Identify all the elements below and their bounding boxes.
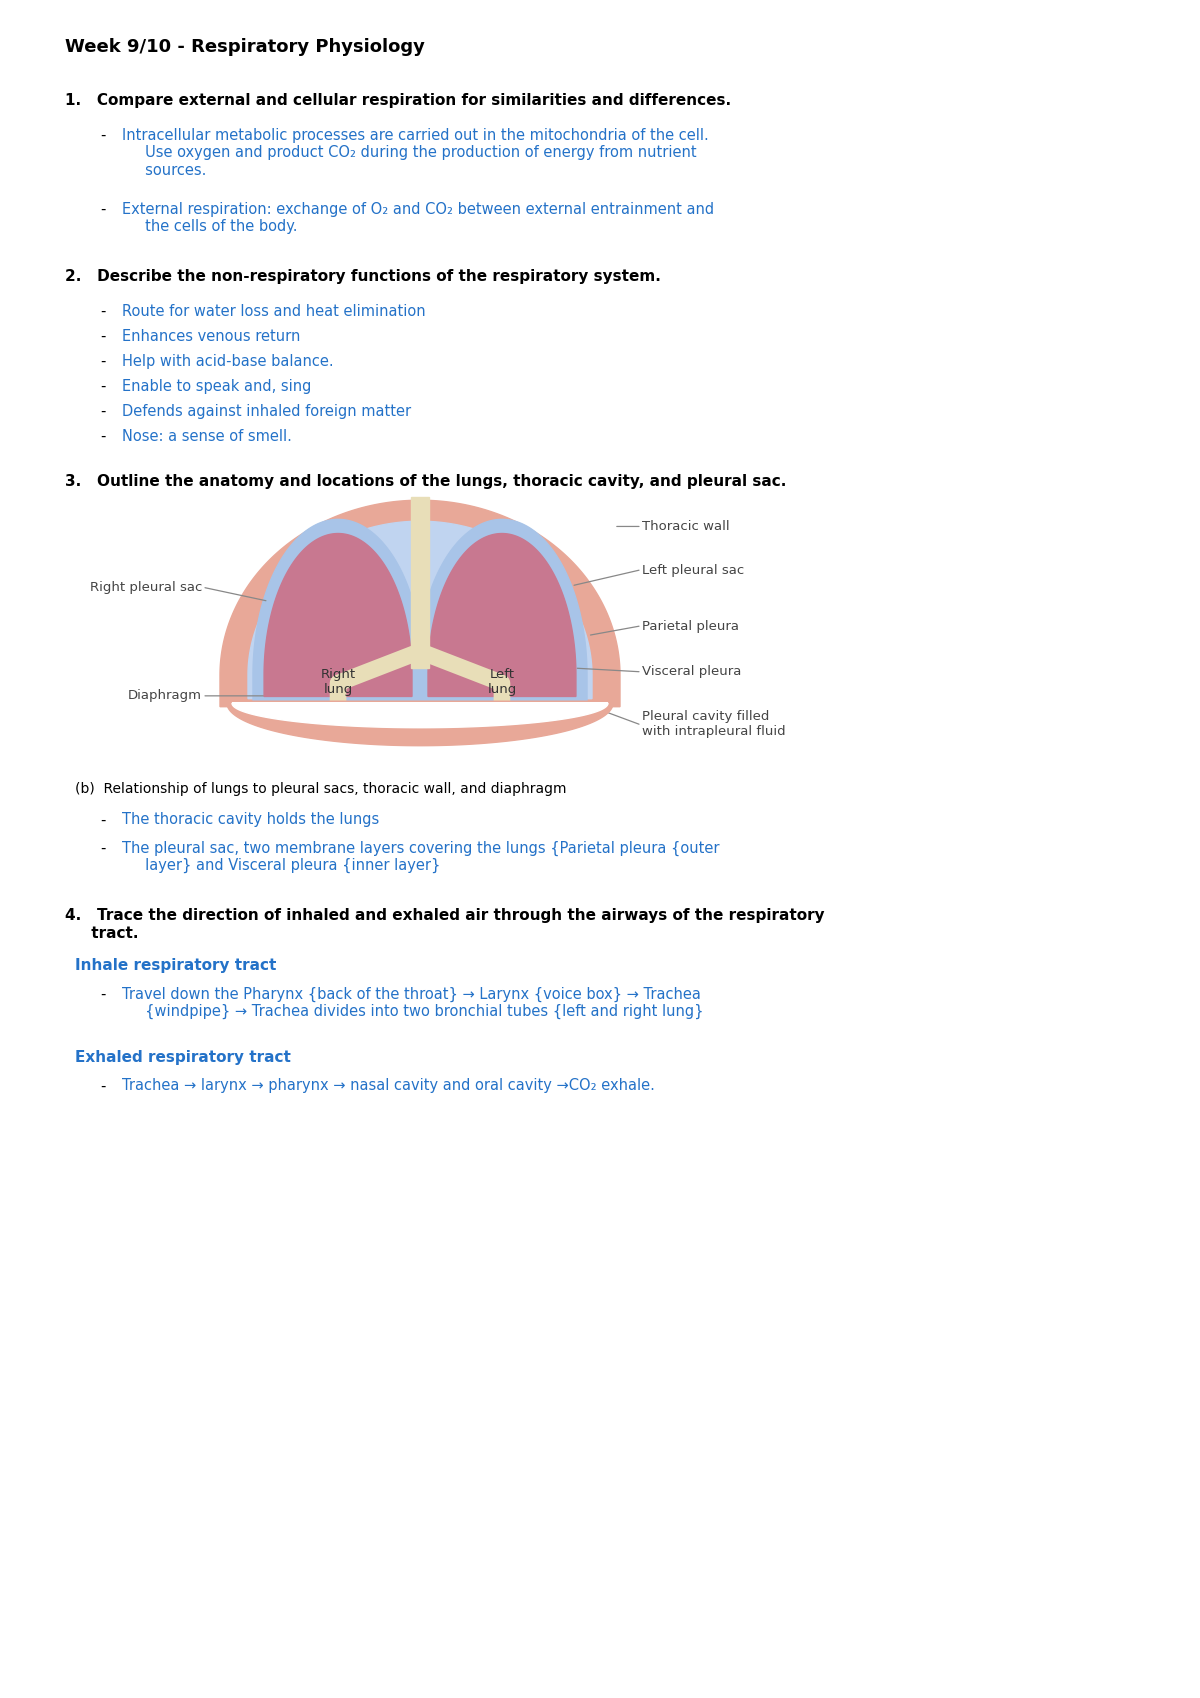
Text: Enhances venous return: Enhances venous return	[122, 329, 300, 345]
Text: Parietal pleura: Parietal pleura	[642, 620, 739, 633]
Text: -: -	[100, 404, 106, 419]
Text: 1.   Compare external and cellular respiration for similarities and differences.: 1. Compare external and cellular respira…	[65, 93, 731, 109]
Polygon shape	[248, 521, 592, 698]
Polygon shape	[264, 533, 412, 696]
Text: -: -	[100, 353, 106, 368]
Text: -: -	[100, 430, 106, 443]
Text: Help with acid-base balance.: Help with acid-base balance.	[122, 353, 334, 368]
Text: Right
lung: Right lung	[320, 669, 355, 696]
Polygon shape	[428, 533, 576, 696]
Text: -: -	[100, 329, 106, 345]
Text: Travel down the Pharynx {back of the throat} → Larynx {voice box} → Trachea
    : Travel down the Pharynx {back of the thr…	[122, 987, 703, 1019]
Text: Enable to speak and, sing: Enable to speak and, sing	[122, 379, 311, 394]
Text: The thoracic cavity holds the lungs: The thoracic cavity holds the lungs	[122, 812, 379, 827]
Text: -: -	[100, 202, 106, 217]
Bar	[410, 498, 430, 667]
Text: Left pleural sac: Left pleural sac	[642, 564, 744, 577]
Text: -: -	[100, 812, 106, 827]
Polygon shape	[253, 520, 424, 701]
Polygon shape	[416, 520, 587, 701]
Text: -: -	[100, 841, 106, 856]
Text: -: -	[100, 127, 106, 143]
Text: External respiration: exchange of O₂ and CO₂ between external entrainment and
  : External respiration: exchange of O₂ and…	[122, 202, 714, 234]
Text: 2.   Describe the non-respiratory functions of the respiratory system.: 2. Describe the non-respiratory function…	[65, 268, 661, 284]
Text: Nose: a sense of smell.: Nose: a sense of smell.	[122, 430, 292, 443]
Polygon shape	[227, 701, 613, 745]
Text: Pleural cavity filled
with intrapleural fluid: Pleural cavity filled with intrapleural …	[642, 710, 786, 739]
Text: -: -	[100, 304, 106, 319]
Text: The pleural sac, two membrane layers covering the lungs {Parietal pleura {outer
: The pleural sac, two membrane layers cov…	[122, 841, 720, 873]
Text: Exhaled respiratory tract: Exhaled respiratory tract	[74, 1051, 290, 1065]
Text: Right pleural sac: Right pleural sac	[90, 581, 202, 594]
Text: -: -	[100, 379, 106, 394]
Text: (b)  Relationship of lungs to pleural sacs, thoracic wall, and diaphragm: (b) Relationship of lungs to pleural sac…	[74, 783, 566, 796]
Text: 4.   Trace the direction of inhaled and exhaled air through the airways of the r: 4. Trace the direction of inhaled and ex…	[65, 908, 824, 941]
Polygon shape	[220, 501, 620, 706]
Text: 3.   Outline the anatomy and locations of the lungs, thoracic cavity, and pleura: 3. Outline the anatomy and locations of …	[65, 474, 786, 489]
Polygon shape	[232, 703, 608, 728]
Text: Week 9/10 - Respiratory Physiology: Week 9/10 - Respiratory Physiology	[65, 37, 425, 56]
Text: Route for water loss and heat elimination: Route for water loss and heat eliminatio…	[122, 304, 426, 319]
Text: Visceral pleura: Visceral pleura	[642, 666, 742, 678]
Text: Diaphragm: Diaphragm	[128, 689, 202, 703]
Text: Intracellular metabolic processes are carried out in the mitochondria of the cel: Intracellular metabolic processes are ca…	[122, 127, 709, 178]
Text: -: -	[100, 987, 106, 1002]
Text: Thoracic wall: Thoracic wall	[642, 520, 730, 533]
Text: Defends against inhaled foreign matter: Defends against inhaled foreign matter	[122, 404, 412, 419]
Text: -: -	[100, 1078, 106, 1094]
Text: Inhale respiratory tract: Inhale respiratory tract	[74, 958, 276, 973]
Text: Trachea → larynx → pharynx → nasal cavity and oral cavity →CO₂ exhale.: Trachea → larynx → pharynx → nasal cavit…	[122, 1078, 655, 1094]
Text: Left
lung: Left lung	[487, 669, 516, 696]
